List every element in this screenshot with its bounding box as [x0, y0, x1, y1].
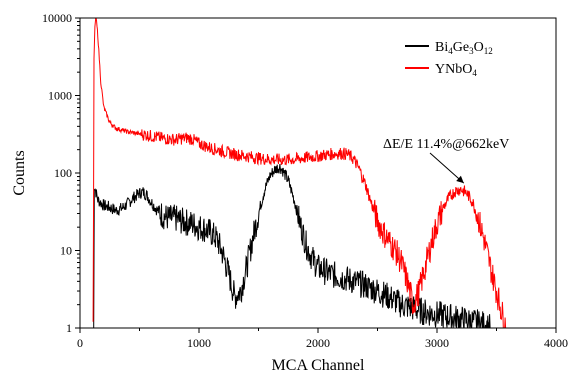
y-tick-label: 1: [66, 321, 72, 335]
legend-label-part: YNbO: [435, 62, 472, 77]
y-tick-label: 1000: [48, 89, 72, 103]
annotation-arrow-head: [456, 175, 464, 184]
x-tick-label: 3000: [425, 336, 449, 350]
legend-label-part: 4: [448, 46, 453, 56]
legend-label-part: 4: [472, 68, 477, 78]
plot-series: [92, 17, 507, 329]
y-axis: 1 10 100 1000 10000: [42, 11, 80, 335]
annotation-arrow: [429, 152, 465, 184]
x-tick-label: 2000: [306, 336, 330, 350]
resolution-annotation: ΔE/E 11.4%@662keV: [383, 137, 509, 152]
y-tick-label: 100: [54, 166, 72, 180]
series-line-0: [93, 164, 491, 329]
y-tick-label: 10: [60, 244, 72, 258]
legend-label-1: YNbO4: [435, 62, 477, 78]
x-axis: 0 1000 2000 3000 4000: [77, 328, 568, 350]
x-tick-label: 4000: [544, 336, 568, 350]
legend-label-part: 3: [469, 46, 474, 56]
y-tick-label: 10000: [42, 11, 72, 25]
legend-label-part: Ge: [453, 40, 469, 55]
series-line-1: [92, 17, 507, 329]
x-tick-label: 0: [77, 336, 83, 350]
legend-label-part: 12: [484, 46, 493, 56]
legend-label-part: Bi: [435, 40, 448, 55]
legend-label-part: O: [474, 40, 484, 55]
plot-area-frame: [79, 17, 557, 329]
x-axis-title: MCA Channel: [272, 357, 365, 374]
y-axis-title: Counts: [11, 150, 28, 195]
legend-label-0: Bi4Ge3O12: [435, 40, 493, 56]
x-tick-label: 1000: [187, 336, 211, 350]
annotation: ΔE/E 11.4%@662keV: [383, 137, 509, 184]
